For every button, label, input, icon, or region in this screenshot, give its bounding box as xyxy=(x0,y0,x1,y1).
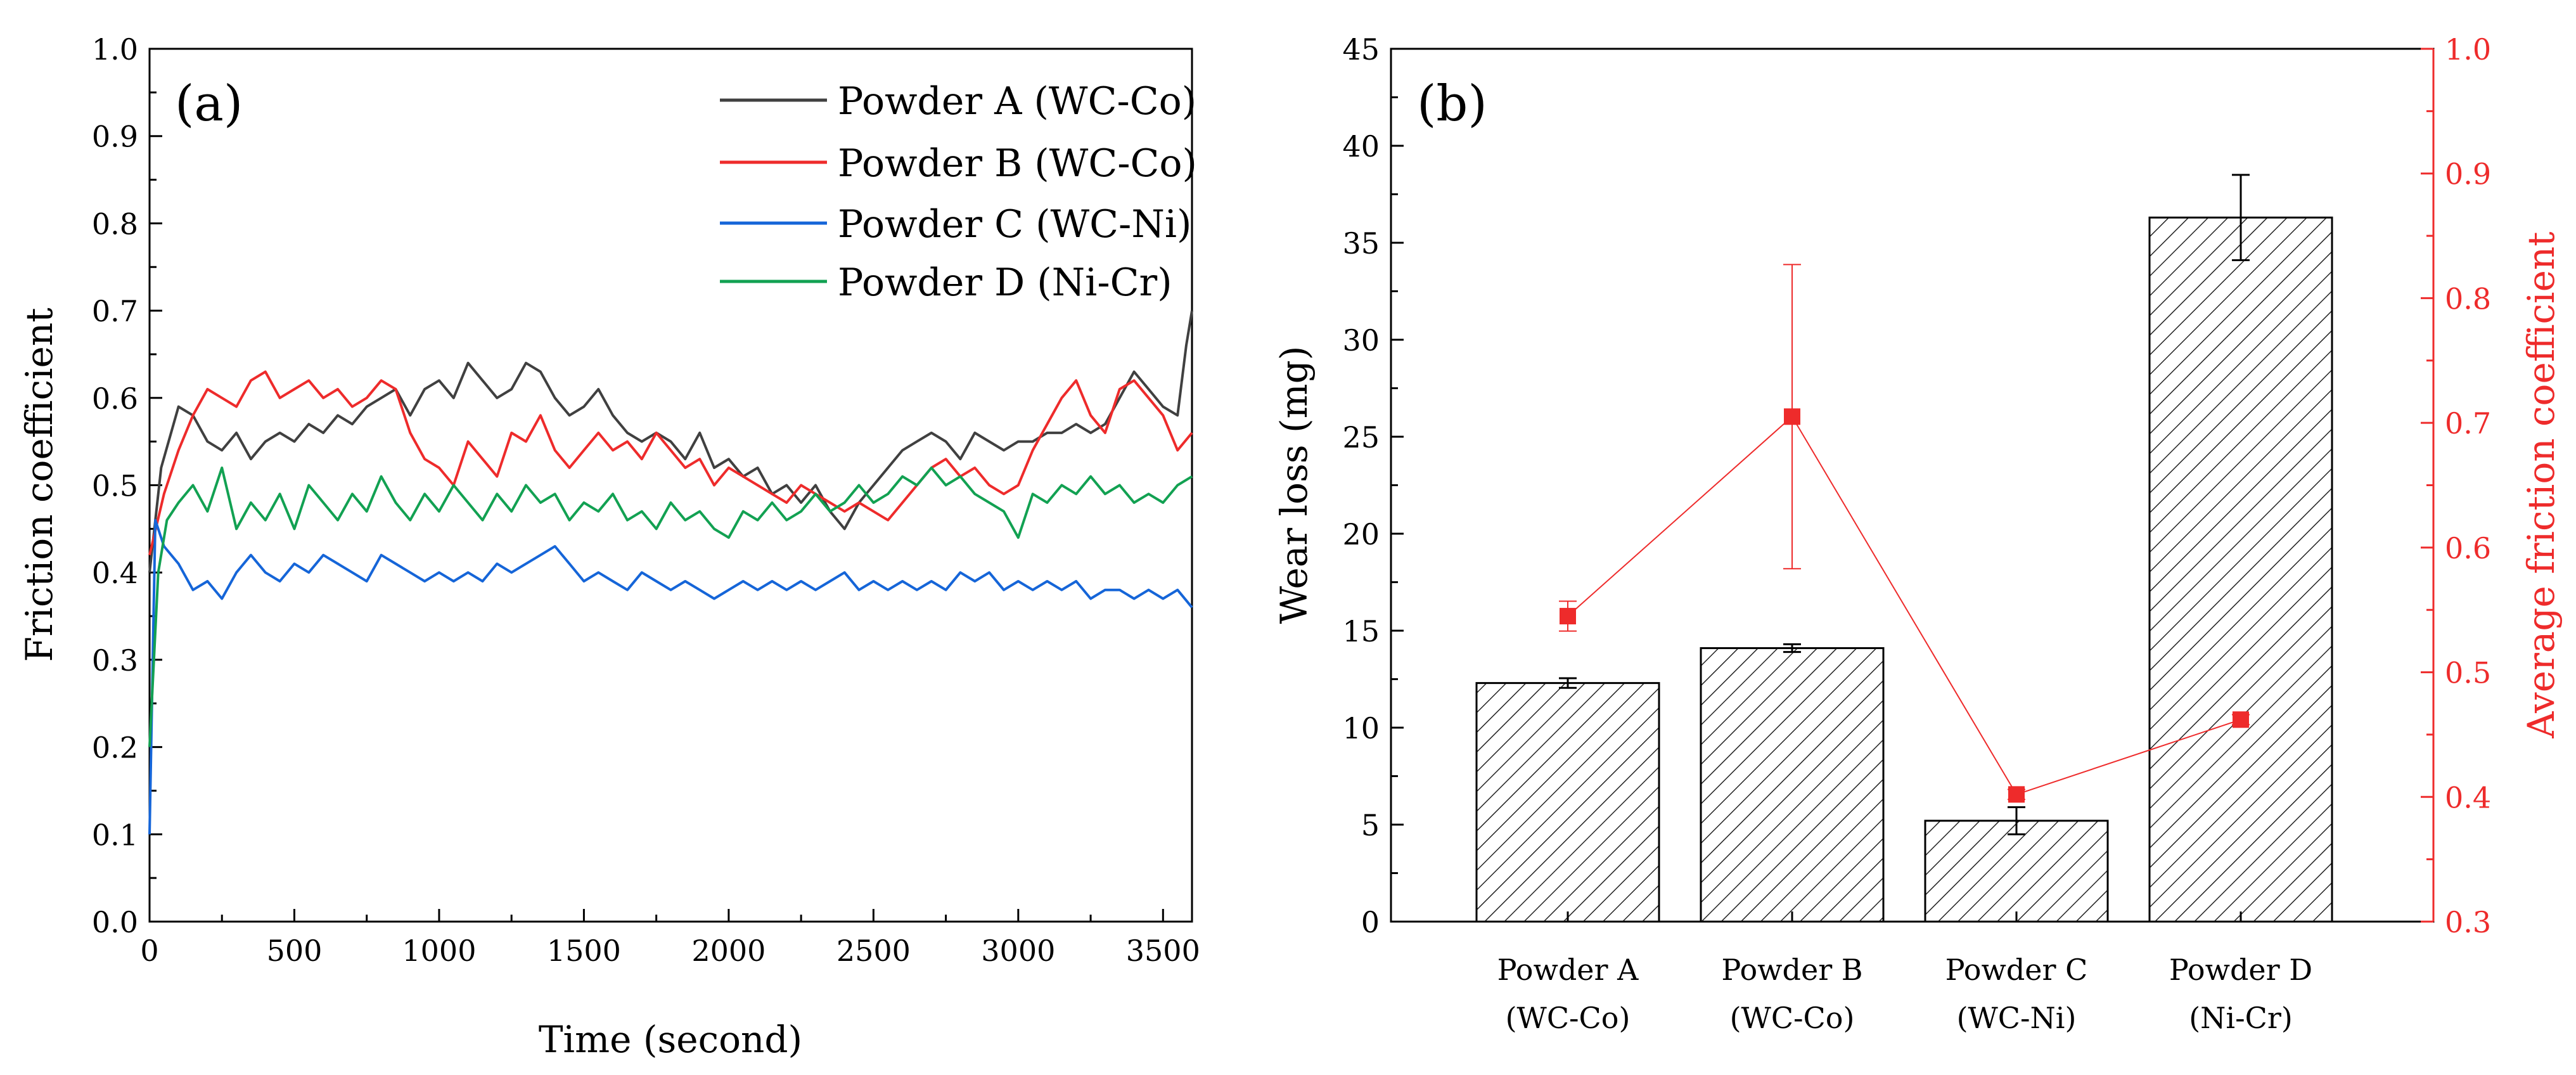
wear-loss-bars: Powder A (WC-Co) Powder B (WC-Co) Powder C (W… xyxy=(1475,174,2333,1035)
x-tick-label-a: 500 xyxy=(267,934,323,968)
y-axis-label-b: Wear loss (mg) xyxy=(1272,346,1316,624)
y-tick-label-a: 0.0 xyxy=(92,905,138,939)
y-tick-label-b: 35 xyxy=(1342,226,1380,261)
legend-label-powder-a: Powder A (WC-Co) xyxy=(838,79,1196,124)
series-line-powder-d xyxy=(148,467,1193,747)
x-tick-label-a: 0 xyxy=(140,934,158,968)
category-sublabel: (Ni-Cr) xyxy=(2189,1001,2293,1035)
y-axis-label-a: Friction coefficient xyxy=(18,307,61,662)
friction-time-chart: 0.0 0.1 0.2 0.3 0.4 0.5 0.6 0.7 0.8 0.9 1.0 0 500 100… xyxy=(18,32,1200,1061)
y-tick-label-a: 0.7 xyxy=(92,294,138,328)
legend-item-powder-c: Powder C (WC-Ni) xyxy=(720,202,1191,247)
y2-tick-label: 0.6 xyxy=(2445,531,2491,565)
y-tick-label-b: 5 xyxy=(1361,808,1380,842)
y-tick-label-b: 0 xyxy=(1361,905,1380,939)
y-tick-label-b: 40 xyxy=(1342,129,1380,164)
x-tick-label-a: 2500 xyxy=(836,934,911,968)
series-line-powder-b xyxy=(148,370,1193,556)
category-sublabel: (WC-Co) xyxy=(1730,1001,1855,1035)
y-tick-label-a: 0.4 xyxy=(92,556,138,590)
category-label: Powder A xyxy=(1497,953,1639,987)
y-tick-label-a: 1.0 xyxy=(92,32,138,67)
y2-tick-label: 0.5 xyxy=(2445,656,2491,690)
wear-loss-bar xyxy=(1700,647,1885,923)
ticks-b: 0 5 10 15 20 25 30 35 40 45 0.3 0.4 0.5 0.6 0.7 0.8 0.9 1… xyxy=(1342,32,2491,939)
category-sublabel: (WC-Co) xyxy=(1506,1001,1631,1035)
category-sublabel: (WC-Ni) xyxy=(1957,1001,2077,1035)
y-tick-label-a: 0.9 xyxy=(92,120,138,154)
y-tick-label-a: 0.2 xyxy=(92,731,138,765)
friction-marker xyxy=(1560,608,1576,625)
y-tick-label-b: 25 xyxy=(1342,420,1380,454)
x-tick-label-a: 2000 xyxy=(691,934,766,968)
panel-label-b: (b) xyxy=(1417,75,1487,132)
y-tick-label-a: 0.3 xyxy=(92,643,138,678)
y-tick-label-b: 20 xyxy=(1342,517,1380,551)
y2-tick-label: 1.0 xyxy=(2445,32,2491,67)
y2-tick-label: 0.3 xyxy=(2445,905,2491,939)
y-tick-label-a: 0.8 xyxy=(92,207,138,241)
category-label: Powder C xyxy=(1945,953,2088,987)
x-tick-label-a: 3000 xyxy=(981,934,1055,968)
y-tick-label-a: 0.6 xyxy=(92,382,138,416)
y-tick-label-b: 10 xyxy=(1342,711,1380,745)
series-lines xyxy=(148,310,1193,835)
x-tick-label-a: 3500 xyxy=(1126,934,1200,968)
friction-line xyxy=(1567,415,2241,795)
y-tick-label-b: 15 xyxy=(1342,614,1380,648)
y-tick-label-b: 30 xyxy=(1342,323,1380,357)
wear-loss-bar xyxy=(1924,820,2109,923)
x-tick-label-a: 1500 xyxy=(547,934,621,968)
y-tick-label-b: 45 xyxy=(1342,32,1380,67)
legend-item-powder-d: Powder D (Ni-Cr) xyxy=(720,261,1172,305)
legend: Powder A (WC-Co) Powder B (WC-Co) Powder… xyxy=(720,79,1197,305)
y-tick-label-a: 0.1 xyxy=(92,818,138,852)
series-line-powder-a xyxy=(148,310,1193,573)
legend-label-powder-b: Powder B (WC-Co) xyxy=(838,141,1197,186)
panel-label-a: (a) xyxy=(175,75,243,132)
legend-label-powder-d: Powder D (Ni-Cr) xyxy=(838,261,1172,305)
friction-marker xyxy=(2233,711,2249,728)
wear-loss-bar xyxy=(1475,682,1660,923)
category-label: Powder B xyxy=(1721,953,1862,987)
category-label: Powder D xyxy=(2169,953,2312,987)
friction-marker xyxy=(2008,786,2025,803)
x-axis-label-a: Time (second) xyxy=(539,1018,802,1061)
y2-axis-label-b: Average friction coefficient xyxy=(2520,231,2563,738)
y2-tick-label: 0.4 xyxy=(2445,780,2491,814)
y2-tick-label: 0.9 xyxy=(2445,157,2491,191)
series-line-powder-c xyxy=(148,518,1193,835)
y2-tick-label: 0.7 xyxy=(2445,406,2491,441)
legend-item-powder-a: Powder A (WC-Co) xyxy=(720,79,1196,124)
friction-marker xyxy=(1784,408,1800,425)
legend-label-powder-c: Powder C (WC-Ni) xyxy=(838,202,1191,247)
wear-loss-bar xyxy=(2148,216,2333,923)
ticks-a: 0.0 0.1 0.2 0.3 0.4 0.5 0.6 0.7 0.8 0.9 1.0 0 500 100… xyxy=(92,32,1200,968)
y-tick-label-a: 0.5 xyxy=(92,469,138,503)
friction-series xyxy=(1559,264,2250,803)
wear-loss-chart: Powder A (WC-Co) Powder B (WC-Co) Powder C (W… xyxy=(1272,32,2563,1035)
y2-tick-label: 0.8 xyxy=(2445,281,2491,316)
x-tick-label-a: 1000 xyxy=(402,934,476,968)
legend-item-powder-b: Powder B (WC-Co) xyxy=(720,141,1197,186)
